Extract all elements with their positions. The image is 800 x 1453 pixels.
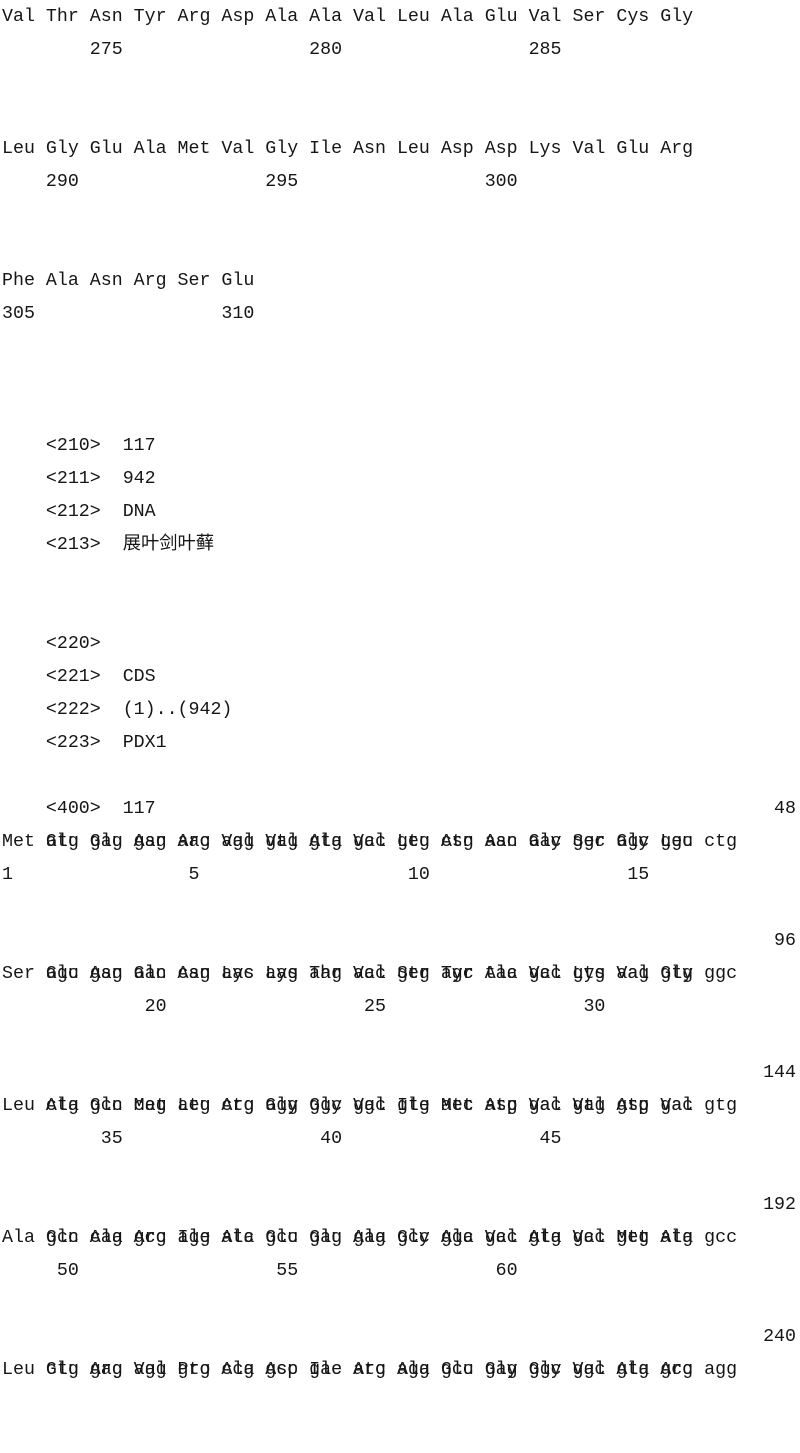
nucleotide-count: 192 xyxy=(763,1195,796,1215)
blank-gap xyxy=(0,892,800,925)
field-210-seq-id: <210> 117 xyxy=(0,397,800,456)
field-value: (1)..(942) xyxy=(122,700,233,720)
dna-codons: agc gag aac cag aac aag aag acc gtg agc … xyxy=(45,964,738,984)
blank-gap xyxy=(0,1156,800,1189)
field-value: PDX1 xyxy=(122,733,167,753)
protein-seq-line: Val Thr Asn Tyr Arg Asp Ala Ala Val Leu … xyxy=(2,7,694,27)
aa-position-line: 50 55 60 xyxy=(2,1261,518,1281)
protein-position-line: 275 280 285 xyxy=(2,40,562,60)
protein-position-line: 290 295 300 xyxy=(2,172,518,192)
field-220-features: <220> xyxy=(0,595,800,654)
nucleotide-count: 48 xyxy=(774,799,796,819)
protein-seq-line: Phe Ala Asn Arg Ser Glu xyxy=(2,271,255,291)
field-212-type: <212> DNA xyxy=(0,463,800,522)
sequence-listing-page: Val Thr Asn Tyr Arg Asp Ala Ala Val Leu … xyxy=(0,7,800,1380)
field-213-organism: <213> 展叶剑叶藓 xyxy=(0,496,800,555)
aa-position-line: 20 25 30 xyxy=(2,997,606,1017)
field-value: 117 xyxy=(122,436,156,456)
field-tag: <210> xyxy=(45,436,101,456)
field-tag: <211> xyxy=(45,469,101,489)
nucleotide-count: 96 xyxy=(774,931,796,951)
aa-translation-line: Met Glu Glu Asn Arg Val Val Ala Val Leu … xyxy=(2,832,694,852)
field-tag: <212> xyxy=(45,502,101,522)
field-tag: <221> xyxy=(45,667,101,687)
dna-codons: atg gag gag aac agg gtg gtg gcc gtg ctg … xyxy=(45,832,738,852)
dna-codons-line: agc gag aac cag aac aag aag acc gtg agc … xyxy=(0,925,800,984)
dna-codons: gcc cag gcc agg atc gcc gag gag gcc ggc … xyxy=(45,1228,738,1248)
nucleotide-count: 144 xyxy=(763,1063,796,1083)
field-tag: <220> xyxy=(45,634,101,654)
dna-codons-line: atg gag gag aac agg gtg gtg gcc gtg ctg … xyxy=(0,793,800,852)
aa-position-line: 1 5 10 15 xyxy=(2,865,650,885)
blank-gap xyxy=(0,1288,800,1321)
blank-gap xyxy=(0,331,800,397)
field-value: 展叶剑叶藓 xyxy=(122,535,215,555)
aa-translation-line: Leu Ala Gln Met Leu Arg Gly Gly Val Ile … xyxy=(2,1096,694,1116)
field-221-feature-name: <221> CDS xyxy=(0,628,800,687)
blank-gap xyxy=(0,67,800,133)
field-value: 942 xyxy=(122,469,156,489)
blank-gap xyxy=(0,1024,800,1057)
protein-position-line: 305 310 xyxy=(2,304,255,324)
field-tag: <213> xyxy=(45,535,101,555)
nucleotide-count: 240 xyxy=(763,1327,796,1347)
dna-codons: ctg gcc cag atg ctg agg ggc ggc gtg atc … xyxy=(45,1096,738,1116)
field-400-sequence-label: <400> 117 xyxy=(0,760,800,819)
protein-seq-line: Leu Gly Glu Ala Met Val Gly Ile Asn Leu … xyxy=(2,139,694,159)
aa-translation-line: Ala Gln Ala Arg Ile Ala Glu Glu Ala Gly … xyxy=(2,1228,694,1248)
aa-translation-line: Ser Glu Asn Gln Asn Lys Lys Thr Val Ser … xyxy=(2,964,694,984)
aa-translation-line: Leu Glu Arg Val Pro Ala Asp Ile Arg Ala … xyxy=(2,1360,694,1380)
field-tag: <223> xyxy=(45,733,101,753)
aa-position-line: 35 40 45 xyxy=(2,1129,562,1149)
field-value: CDS xyxy=(122,667,156,687)
field-value: 117 xyxy=(122,799,156,819)
field-211-length: <211> 942 xyxy=(0,430,800,489)
field-222-feature-location: <222> (1)..(942) xyxy=(0,661,800,720)
field-tag: <222> xyxy=(45,700,101,720)
dna-codons-line: ctg gag agg gtg ccg gcc gac atc agg gcc … xyxy=(0,1321,800,1380)
dna-codons-line: gcc cag gcc agg atc gcc gag gag gcc ggc … xyxy=(0,1189,800,1248)
dna-codons-line: ctg gcc cag atg ctg agg ggc ggc gtg atc … xyxy=(0,1057,800,1116)
field-223-feature-description: <223> PDX1 xyxy=(0,694,800,753)
field-value: DNA xyxy=(122,502,156,522)
blank-gap xyxy=(0,199,800,265)
field-tag: <400> xyxy=(45,799,101,819)
